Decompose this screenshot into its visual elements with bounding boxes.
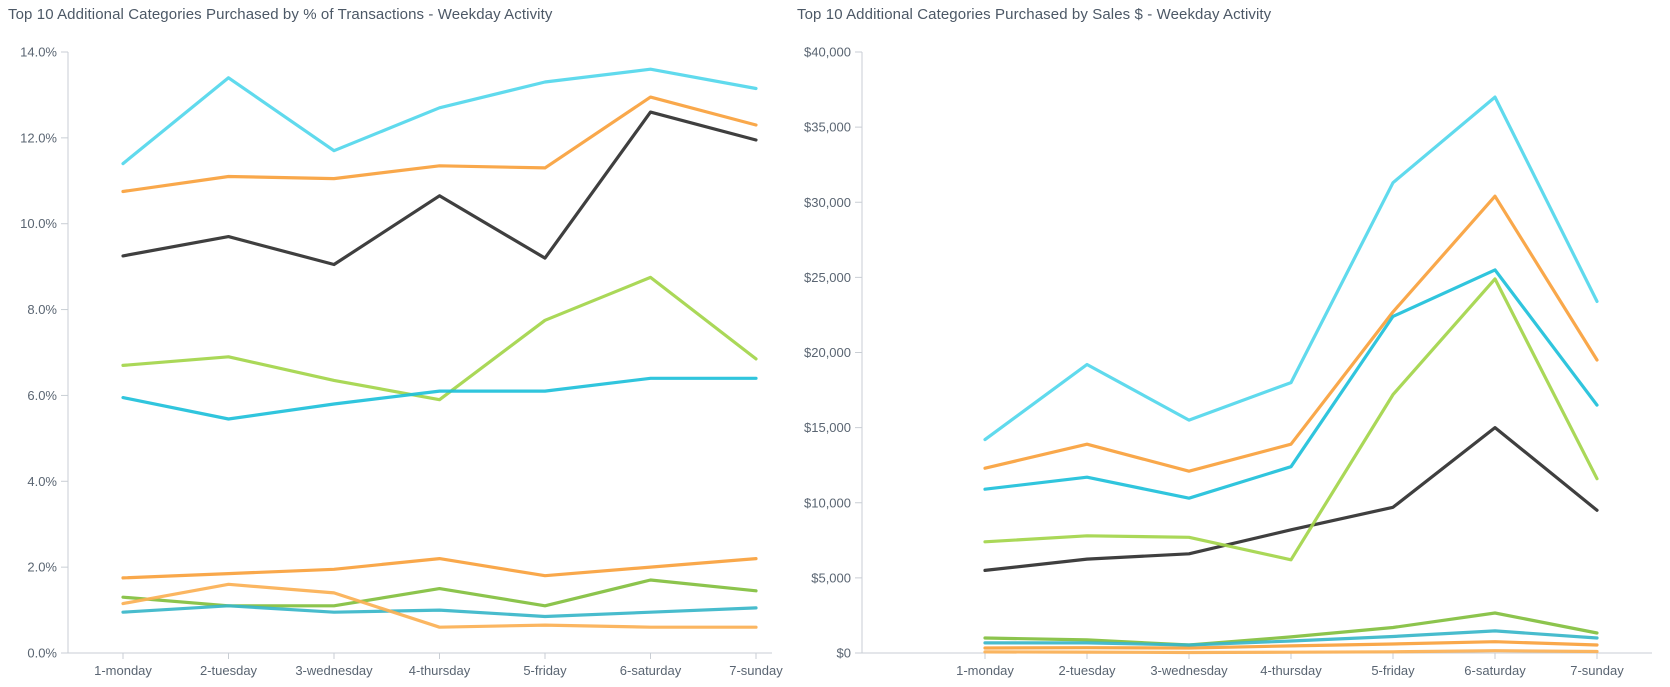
x-axis-tick-label: 3-wednesday [295,663,373,678]
series-line-9-orange-3[interactable] [983,649,1599,655]
series-line-6-orange-2[interactable] [121,556,758,580]
series-line-5-teal[interactable] [983,268,1599,500]
x-axis-tick-label: 6-saturday [620,663,682,678]
x-axis-tick-label: 1-monday [956,663,1014,678]
y-axis-tick-label: $5,000 [811,570,851,585]
transactions-chart-title: Top 10 Additional Categories Purchased b… [8,6,553,23]
y-axis-tick-label: $15,000 [804,420,851,435]
x-axis-tick-label: 5-friday [1371,663,1415,678]
series-line-2-orange[interactable] [121,95,758,194]
series-line-7-green-2[interactable] [121,578,758,608]
x-axis-tick-label: 7-sunday [1570,663,1624,678]
series-line-4-light-green[interactable] [121,275,758,402]
x-axis-tick-label: 7-sunday [729,663,783,678]
x-axis-tick-label: 4-thursday [409,663,471,678]
x-axis-tick-label: 3-wednesday [1150,663,1228,678]
series-line-5-teal[interactable] [121,376,758,421]
x-axis-tick-label: 6-saturday [1464,663,1526,678]
series-line-9-orange-3[interactable] [121,582,758,629]
x-axis-tick-label: 1-monday [94,663,152,678]
y-axis-tick-label: 8.0% [27,302,57,317]
x-axis-tick-label: 2-tuesday [200,663,258,678]
y-axis-tick-label: 2.0% [27,560,57,575]
y-axis-tick-label: $40,000 [804,45,851,60]
y-axis-tick-label: 12.0% [20,130,57,145]
y-axis-tick-label: $35,000 [804,120,851,135]
series-line-4-light-green[interactable] [983,277,1599,562]
series-line-3-black[interactable] [983,426,1599,573]
chart-sales: $0 $5,000 $10,000 $15,000 $20,000 $25,000 $30,… [804,45,1652,678]
series-line-6-orange-2[interactable] [983,640,1599,650]
y-axis-tick-label: $30,000 [804,195,851,210]
y-axis-tick-label: 6.0% [27,388,57,403]
x-axis-tick-label: 5-friday [523,663,567,678]
series-line-2-orange[interactable] [983,194,1599,473]
series-line-8-teal-2[interactable] [983,629,1599,647]
x-axis-tick-label: 2-tuesday [1058,663,1116,678]
y-axis-tick-label: 4.0% [27,474,57,489]
y-axis-tick-label: 10.0% [20,216,57,231]
y-axis-tick-label: $20,000 [804,345,851,360]
series-line-1-light-cyan[interactable] [121,67,758,166]
y-axis-tick-label: 0.0% [27,646,57,661]
series-line-7-green-2[interactable] [983,611,1599,647]
x-axis-tick-label: 4-thursday [1260,663,1322,678]
y-axis-tick-label: $10,000 [804,495,851,510]
y-axis-tick-label: $25,000 [804,270,851,285]
y-axis-tick-label: $0 [837,646,851,661]
chart-transactions: 0.0% 2.0% 4.0% 6.0% 8.0% 10.0% 12.0% 14.0% 1-mon… [20,45,783,679]
y-axis-tick-label: 14.0% [20,45,57,60]
series-line-8-teal-2[interactable] [121,604,758,619]
series-line-1-light-cyan[interactable] [983,95,1599,442]
sales-chart-title: Top 10 Additional Categories Purchased b… [797,6,1272,23]
series-line-3-black[interactable] [121,110,758,267]
